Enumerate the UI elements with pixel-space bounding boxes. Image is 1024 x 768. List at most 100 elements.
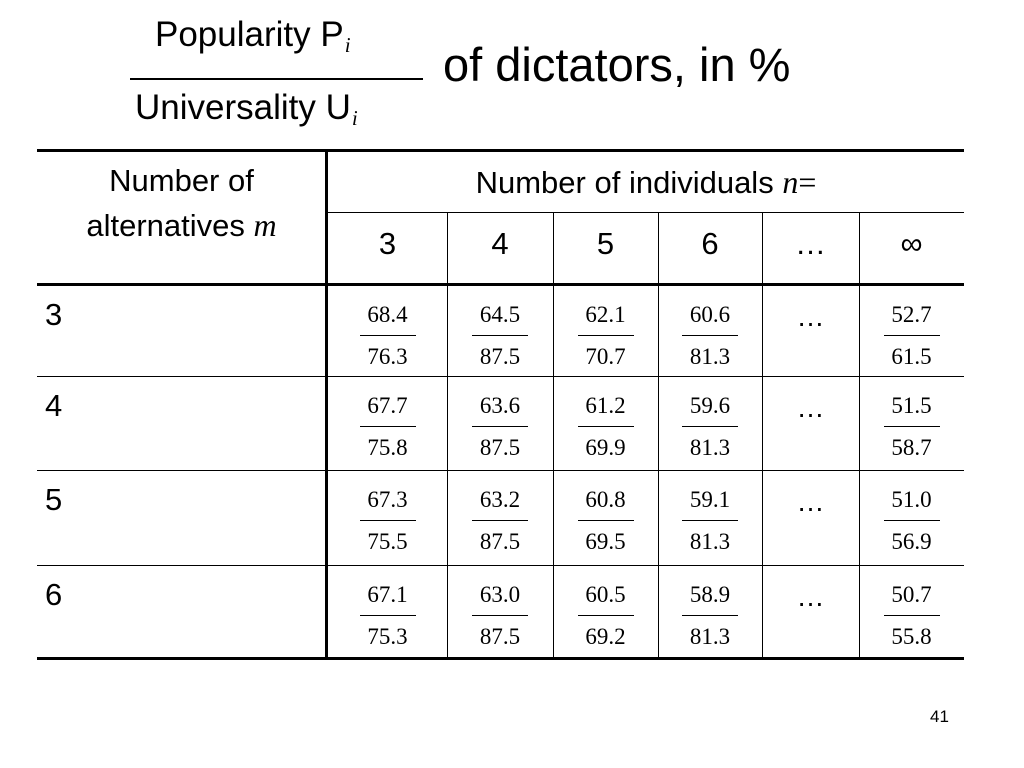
popularity-value: 64.5: [479, 302, 521, 327]
header-individuals: Number of individuals n=: [328, 163, 964, 202]
title-denominator: Universality Ui: [135, 85, 358, 141]
ratio-cell: 58.9 81.3: [680, 580, 740, 652]
universality-value: 55.8: [891, 624, 932, 649]
fraction-bar: [883, 426, 940, 427]
header-n-value: 6: [701, 226, 719, 261]
popularity-value: 63.6: [479, 393, 521, 418]
table-vline-5: [859, 212, 860, 660]
ratio-cell: 63.2 87.5: [470, 485, 530, 557]
universality-value: 81.3: [689, 344, 731, 369]
popularity-value: 61.2: [585, 393, 626, 418]
header-alternatives-text: alternatives: [86, 208, 245, 243]
ratio-cell: 63.6 87.5: [470, 391, 530, 463]
header-individuals-var: n: [782, 164, 799, 200]
header-individuals-text: Number of individuals: [475, 165, 774, 200]
universality-label: Universality U: [135, 88, 351, 127]
table-vline-2: [553, 212, 554, 660]
universality-value: 75.3: [367, 624, 408, 649]
table-hline-0: [37, 149, 964, 152]
header-alternatives: Number of alternatives m: [37, 159, 326, 248]
popularity-value: 60.8: [585, 487, 626, 512]
universality-value: 81.3: [689, 435, 731, 460]
fraction-bar: [883, 615, 940, 616]
ratio-cell: 67.3 75.5: [358, 485, 418, 557]
header-n-value: 5: [596, 226, 615, 261]
popularity-value: 58.9: [689, 582, 731, 607]
row-label-m: 6: [45, 577, 63, 612]
table-hline-5: [37, 565, 964, 566]
popularity-value: 50.7: [891, 582, 932, 607]
ellipsis-cell: …: [796, 581, 825, 612]
ratio-cell: 51.5 58.7: [882, 391, 942, 463]
title-fraction-bar: [130, 78, 423, 80]
header-individuals-eq: =: [798, 164, 817, 200]
table-hline-2: [37, 283, 964, 286]
fraction-bar: [883, 335, 940, 336]
page-number: 41: [930, 707, 949, 726]
table-vline-3: [658, 212, 659, 660]
fraction-bar: [359, 335, 416, 336]
ratio-cell: 63.0 87.5: [470, 580, 530, 652]
fraction-bar: [577, 615, 634, 616]
ratio-cell: 60.8 69.5: [576, 485, 636, 557]
fraction-bar: [359, 520, 416, 521]
universality-value: 69.9: [585, 435, 626, 460]
ratio-cell: 68.4 76.3: [358, 300, 418, 372]
popularity-value: 62.1: [585, 302, 626, 327]
popularity-label: Popularity P: [155, 15, 344, 54]
table-hline-4: [37, 470, 964, 471]
title-text: of dictators, in %: [443, 38, 791, 91]
universality-subscript: i: [351, 106, 358, 130]
universality-value: 69.2: [585, 624, 626, 649]
fraction-bar: [577, 426, 634, 427]
table-hline-3: [37, 376, 964, 377]
popularity-value: 63.0: [479, 582, 521, 607]
table-vline-1: [447, 212, 448, 660]
popularity-value: 67.3: [367, 487, 408, 512]
ratio-cell: 64.5 87.5: [470, 300, 530, 372]
table-vline-4: [762, 212, 763, 660]
popularity-value: 67.1: [367, 582, 408, 607]
popularity-value: 63.2: [479, 487, 521, 512]
table-hline-1: [328, 212, 964, 213]
ratio-cell: 59.6 81.3: [680, 391, 740, 463]
universality-value: 81.3: [689, 624, 731, 649]
fraction-bar: [682, 335, 738, 336]
fraction-bar: [472, 520, 528, 521]
fraction-bar: [682, 426, 738, 427]
row-label-m: 4: [45, 388, 63, 423]
fraction-bar: [472, 615, 528, 616]
header-n-value: ∞: [900, 226, 923, 261]
ratio-cell: 52.7 61.5: [882, 300, 942, 372]
universality-value: 56.9: [891, 529, 932, 554]
universality-value: 69.5: [585, 529, 626, 554]
fraction-bar: [577, 335, 634, 336]
popularity-value: 51.0: [891, 487, 932, 512]
data-table: Number of alternatives m Number of indiv…: [37, 149, 964, 660]
popularity-value: 68.4: [367, 302, 408, 327]
fraction-bar: [577, 520, 634, 521]
fraction-bar: [359, 615, 416, 616]
universality-value: 61.5: [891, 344, 932, 369]
table-vline-0: [325, 149, 328, 660]
popularity-value: 59.1: [689, 487, 731, 512]
ratio-cell: 61.2 69.9: [576, 391, 636, 463]
popularity-value: 51.5: [891, 393, 932, 418]
ratio-cell: 62.1 70.7: [576, 300, 636, 372]
fraction-bar: [359, 426, 416, 427]
ratio-cell: 59.1 81.3: [680, 485, 740, 557]
fraction-bar: [472, 335, 528, 336]
title-fraction: Popularity Pi Universality Ui: [130, 12, 425, 130]
ellipsis-cell: …: [796, 486, 825, 517]
header-alternatives-line1: Number of: [109, 163, 254, 198]
header-alternatives-line2: alternatives m: [37, 203, 326, 248]
popularity-value: 67.7: [367, 393, 408, 418]
ellipsis-cell: …: [796, 392, 825, 423]
universality-value: 87.5: [479, 344, 521, 369]
universality-value: 70.7: [585, 344, 626, 369]
universality-value: 76.3: [367, 344, 408, 369]
slide-title: Popularity Pi Universality Ui of dictato…: [0, 0, 1024, 130]
row-label-m: 3: [45, 297, 63, 332]
ratio-cell: 60.5 69.2: [576, 580, 636, 652]
universality-value: 87.5: [479, 529, 521, 554]
